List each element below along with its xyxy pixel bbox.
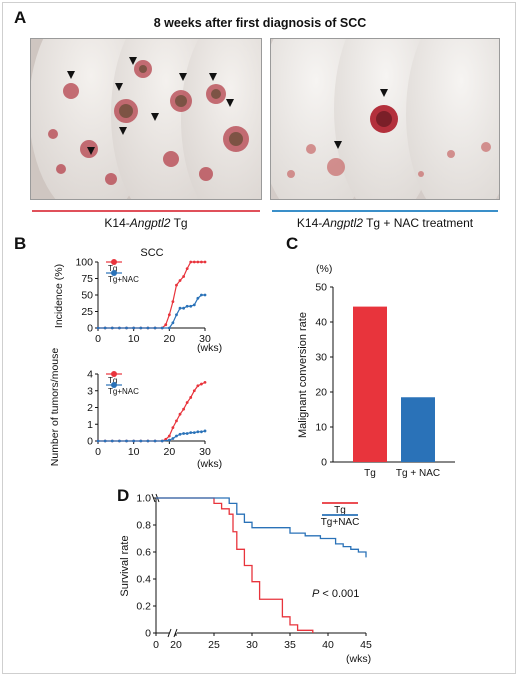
tg-caption-gene: Angptl2 — [129, 216, 171, 230]
nac-group-caption: K14-Angptl2 Tg + NAC treatment — [272, 216, 498, 230]
panel-a-title: 8 weeks after first diagnosis of SCC — [153, 16, 367, 30]
photo-nac-image — [271, 39, 499, 199]
photo-nac-mice — [270, 38, 500, 200]
panel-a-letter: A — [14, 8, 27, 27]
tg-group-underline — [32, 210, 260, 212]
panel-d-letter: D — [117, 486, 130, 505]
nac-caption-prefix: K14- — [296, 216, 323, 230]
tg-caption-prefix: K14- — [104, 216, 130, 230]
panel-c-letter: C — [286, 234, 299, 253]
nac-caption-suffix: Tg + NAC treatment — [362, 216, 474, 230]
nac-group-underline — [272, 210, 498, 212]
photo-tg-mice — [30, 38, 262, 200]
nac-caption-gene: Angptl2 — [322, 216, 363, 230]
panel-b-letter: B — [14, 234, 27, 253]
photo-tg-image — [31, 39, 261, 199]
tg-caption-suffix: Tg — [170, 216, 188, 230]
tg-group-caption: K14-Angptl2 Tg — [32, 216, 260, 230]
